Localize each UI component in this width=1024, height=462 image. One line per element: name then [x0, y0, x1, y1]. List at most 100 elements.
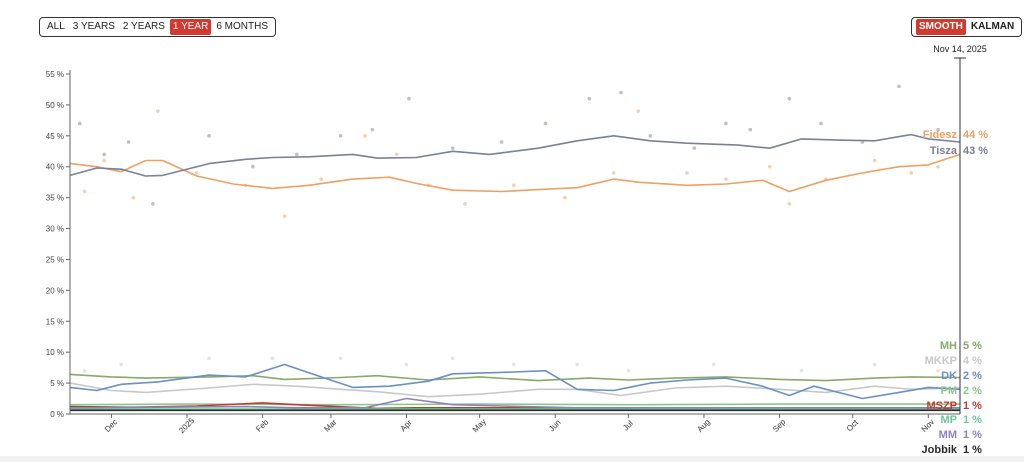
y-tick-label: 55 %: [46, 70, 64, 79]
poll-dot: [936, 164, 940, 169]
trend-line-dk[interactable]: [69, 363, 961, 400]
y-tick-label: 10 %: [46, 348, 64, 357]
poll-dot: [787, 96, 792, 101]
series-value-mh: 5 %: [963, 340, 982, 352]
poll-dot: [370, 127, 375, 132]
x-tick-label: May: [471, 417, 488, 434]
poll-dot: [897, 84, 901, 89]
poll-dot: [119, 362, 124, 367]
poll-dot: [611, 171, 616, 175]
range-3-years-button[interactable]: 3 YEARS: [70, 19, 118, 35]
poll-dot: [543, 121, 548, 126]
poll-dot: [872, 158, 877, 163]
poll-dot: [936, 368, 940, 373]
series-value-mm: 1 %: [963, 429, 982, 441]
poll-dot: [363, 134, 367, 138]
y-tick-label: 35 %: [46, 194, 64, 203]
poll-dot: [270, 356, 275, 361]
poll-dot: [251, 164, 255, 169]
series-label-pm: PM: [941, 385, 958, 397]
x-tick-label: Jul: [621, 419, 635, 433]
poll-dot: [748, 127, 753, 132]
series-label-jobbik: Jobbik: [922, 444, 958, 456]
series-label-tisza: Tisza: [930, 145, 958, 157]
poll-dot: [909, 171, 914, 175]
poll-dot: [407, 96, 411, 101]
series-value-tisza: 43 %: [963, 145, 988, 157]
range-6-months-button[interactable]: 6 MONTHS: [213, 19, 271, 35]
poll-dot: [338, 356, 343, 361]
poll-dot: [338, 134, 343, 138]
trend-line-mkkp[interactable]: [69, 382, 961, 398]
poll-dot: [711, 362, 716, 367]
trend-line-mm[interactable]: [69, 397, 960, 409]
poll-dot: [724, 177, 728, 181]
poll-dot: [511, 183, 516, 188]
y-tick-label: 45 %: [46, 132, 64, 141]
series-value-dk: 2 %: [963, 370, 982, 382]
x-tick-label: Nov: [920, 417, 936, 433]
y-tick-label: 50 %: [46, 101, 64, 110]
series-label-mszp: MSZP: [926, 400, 957, 412]
poll-dot: [575, 362, 579, 367]
poll-dot: [936, 127, 940, 132]
poll-dot: [619, 90, 623, 95]
poll-dot: [155, 109, 160, 113]
poll-dot: [151, 202, 155, 206]
poll-dot: [102, 158, 106, 163]
x-tick-label: Jun: [547, 418, 562, 433]
poll-dot: [194, 171, 199, 175]
y-tick-label: 15 %: [46, 317, 64, 326]
poll-dot: [463, 202, 467, 206]
trend-line-tisza[interactable]: [69, 133, 961, 177]
series-value-mkkp: 4 %: [963, 355, 982, 367]
poll-dot: [102, 152, 106, 157]
poll-dot: [207, 356, 211, 361]
x-tick-label: Sep: [771, 417, 788, 434]
trend-line-fidesz[interactable]: [69, 153, 961, 193]
poll-dot: [787, 202, 792, 206]
range-2-years-button[interactable]: 2 YEARS: [120, 19, 168, 35]
series-value-pm: 2 %: [963, 385, 982, 397]
time-range-selector: ALL 3 YEARS 2 YEARS 1 YEAR 6 MONTHS: [39, 17, 276, 37]
poll-dot: [685, 171, 689, 175]
poll-dot: [394, 152, 399, 157]
series-label-dk: DK: [941, 370, 957, 382]
series-value-jobbik: 1 %: [963, 444, 982, 456]
series-value-mszp: 1 %: [963, 400, 982, 412]
poll-dot: [724, 121, 728, 126]
trend-line-mh[interactable]: [69, 373, 961, 382]
series-label-mp: MP: [941, 414, 958, 426]
poll-dot: [294, 152, 299, 157]
poll-dot: [819, 121, 823, 126]
kalman-button[interactable]: KALMAN: [968, 19, 1017, 35]
smooth-button[interactable]: SMOOTH: [916, 19, 966, 35]
range-all-button[interactable]: ALL: [44, 19, 68, 35]
series-label-mkkp: MKKP: [925, 355, 957, 367]
poll-dot: [82, 189, 87, 194]
x-tick-label: Dec: [103, 417, 119, 433]
poll-dot: [82, 368, 87, 373]
x-tick-label: Aug: [695, 417, 711, 433]
bottom-scrollbar-track[interactable]: [0, 456, 1024, 462]
y-tick-label: 20 %: [46, 286, 64, 295]
x-tick-label: Apr: [399, 418, 414, 433]
trend-line-pm[interactable]: [69, 403, 960, 406]
poll-dot: [404, 362, 409, 367]
poll-dot: [131, 195, 136, 200]
x-tick-label: 2025: [177, 416, 196, 435]
range-1-year-button[interactable]: 1 YEAR: [169, 19, 212, 35]
poll-dot: [872, 362, 877, 367]
y-tick-label: 5 %: [50, 379, 64, 388]
poll-dot: [126, 140, 131, 144]
poll-dot: [451, 356, 455, 361]
series-value-fidesz: 44 %: [963, 129, 988, 141]
x-tick-label: Oct: [845, 418, 861, 434]
series-label-mm: MM: [939, 429, 957, 441]
poll-dot: [636, 109, 640, 113]
poll-dot: [768, 164, 772, 169]
y-tick-label: 25 %: [46, 255, 64, 264]
poll-dot: [563, 195, 567, 200]
poll-dot: [319, 177, 323, 181]
